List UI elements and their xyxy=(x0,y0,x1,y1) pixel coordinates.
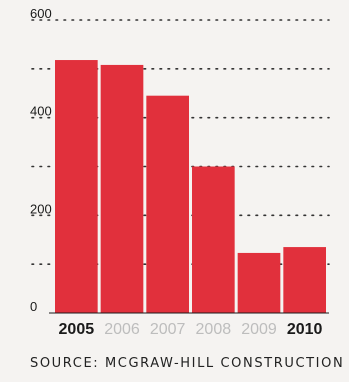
y-tick-label: 0 xyxy=(30,299,37,314)
x-tick-label: 2007 xyxy=(150,321,186,338)
bar-2007 xyxy=(146,95,189,313)
x-tick-label: 2005 xyxy=(59,321,95,338)
bar-2009 xyxy=(237,252,281,313)
bars xyxy=(55,60,326,313)
y-tick-label: 600 xyxy=(30,6,52,21)
y-tick-label: 400 xyxy=(30,104,52,119)
x-tick-label: 2006 xyxy=(104,321,140,338)
x-tick-label: 2010 xyxy=(287,321,323,338)
x-tick-labels: 2005 2006 2007 2008 2009 2010 xyxy=(59,321,323,338)
source-note: SOURCE: MCGRAW-HILL CONSTRUCTION xyxy=(30,356,344,371)
bar-2006 xyxy=(100,64,144,313)
bar-2010 xyxy=(283,247,326,313)
y-tick-label: 200 xyxy=(30,201,52,216)
bar-2008 xyxy=(192,166,235,313)
bar-2005 xyxy=(55,60,98,313)
y-tick-labels: 0 200 400 600 xyxy=(30,6,52,314)
x-tick-label: 2009 xyxy=(241,321,277,338)
x-tick-label: 2008 xyxy=(196,321,232,338)
